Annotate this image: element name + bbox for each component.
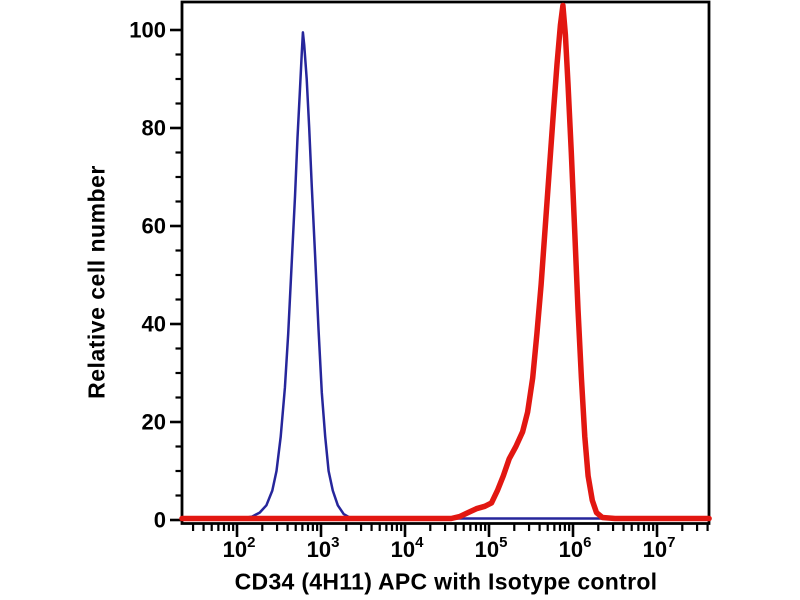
y-axis-tick-label: 80 <box>142 116 166 141</box>
y-axis-tick-label: 40 <box>142 312 166 337</box>
y-axis-tick-label: 60 <box>142 214 166 239</box>
x-axis-tick-label: 104 <box>391 534 424 562</box>
y-axis-tick-label: 100 <box>129 18 166 43</box>
plot-frame <box>180 0 711 525</box>
x-axis-title: CD34 (4H11) APC with Isotype control <box>234 568 658 595</box>
y-axis-tick-label: 20 <box>142 410 166 435</box>
y-axis-title: Relative cell number <box>83 165 110 399</box>
x-axis-tick-label: 103 <box>307 534 340 562</box>
x-axis-tick-label: 102 <box>223 534 256 562</box>
y-axis-tick-label: 0 <box>154 508 166 533</box>
x-axis-tick-label: 107 <box>643 534 676 562</box>
x-axis-tick-label: 106 <box>559 534 592 562</box>
x-axis-tick-label: 105 <box>475 534 508 562</box>
cd34-apc-curve <box>179 2 712 522</box>
isotype-control-curve <box>180 31 711 520</box>
